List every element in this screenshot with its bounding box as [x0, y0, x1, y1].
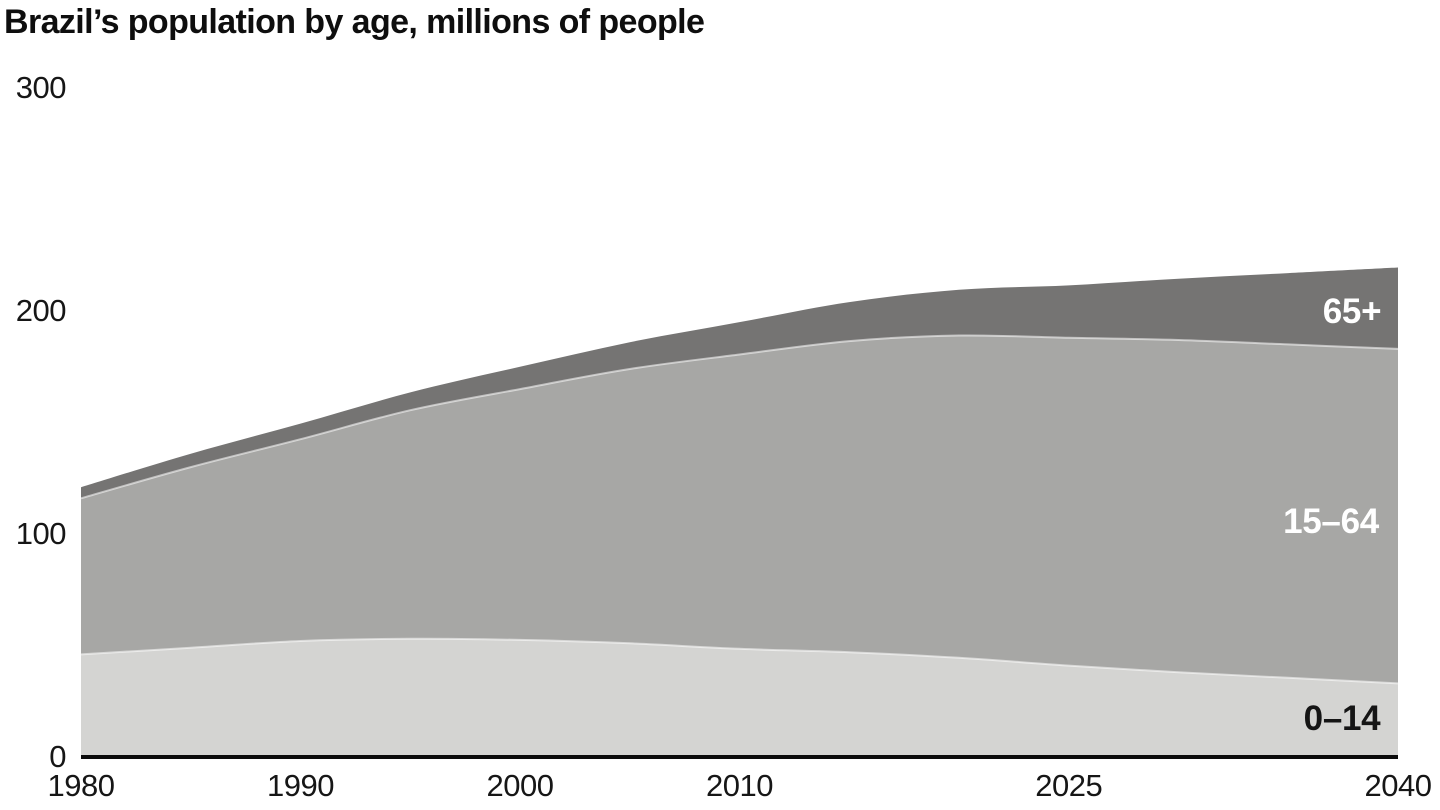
y-axis-tick-label: 0	[49, 739, 66, 774]
chart-title: Brazil’s population by age, millions of …	[4, 3, 705, 41]
x-axis-tick-label: 2040	[1364, 768, 1432, 803]
x-axis-tick-label: 1980	[47, 768, 115, 803]
series-label-65-plus: 65+	[1322, 292, 1382, 331]
x-axis-line	[81, 755, 1398, 759]
x-axis-tick-label: 2000	[486, 768, 554, 803]
x-axis-tick-label: 1990	[267, 768, 334, 803]
area-layer-0-14	[81, 638, 1398, 757]
boundary-line-15-64	[80, 334, 1399, 500]
y-axis-tick-label: 200	[15, 293, 67, 328]
y-axis-tick-label: 300	[15, 70, 67, 105]
series-label-0-14: 0–14	[1303, 699, 1381, 738]
boundary-line-0-14	[80, 637, 1399, 685]
x-axis-tick-label: 2025	[1035, 768, 1103, 803]
y-axis-tick-label: 100	[15, 516, 67, 551]
x-axis-tick-label: 2010	[706, 768, 773, 803]
series-label-15-64: 15–64	[1283, 502, 1379, 541]
